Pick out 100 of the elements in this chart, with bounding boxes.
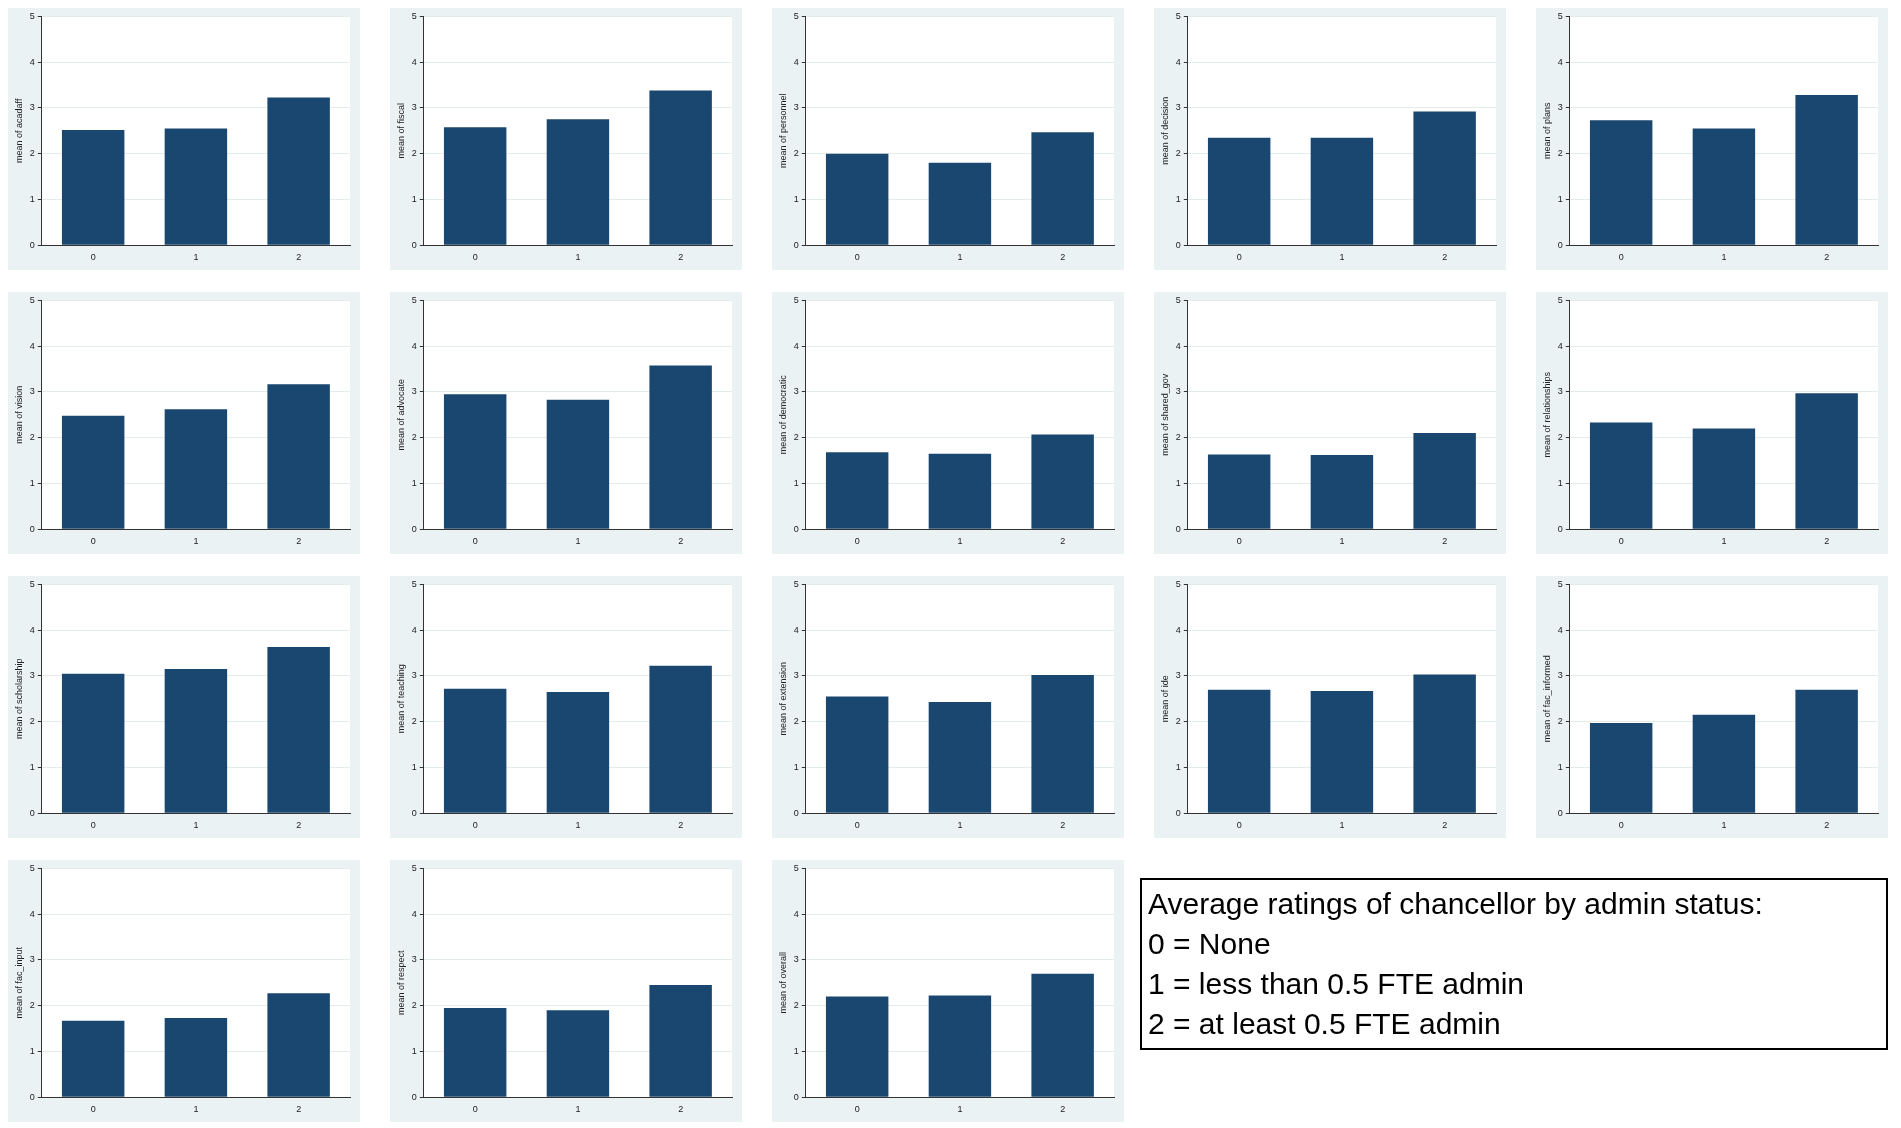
text: 2 = at least 0.5 FTE admin — [1148, 1006, 1502, 1042]
y-axis-title: mean of overall — [777, 952, 788, 1014]
y-axis-title: mean of ide — [1159, 675, 1170, 723]
y-tick-label: 0 — [1557, 239, 1563, 250]
y-tick-label: 1 — [411, 193, 417, 204]
x-tick-label: 0 — [90, 1104, 96, 1115]
y-tick-label: 1 — [1175, 193, 1181, 204]
y-tick-label: 1 — [411, 761, 417, 772]
y-tick-label: 4 — [29, 908, 35, 919]
y-tick-label: 4 — [793, 340, 799, 351]
y-tick-label: 4 — [29, 340, 35, 351]
x-tick-label: 0 — [1236, 252, 1242, 263]
x-tick-label: 0 — [854, 1104, 860, 1115]
y-tick-label: 2 — [1175, 432, 1181, 443]
bar — [649, 665, 712, 813]
x-tick-label: 1 — [1339, 820, 1345, 831]
bar — [1207, 454, 1271, 529]
y-tick-label: 3 — [29, 386, 35, 397]
y-tick-label: 4 — [29, 624, 35, 635]
bar — [443, 394, 507, 529]
x-tick-label: 2 — [1442, 536, 1448, 547]
bar — [61, 129, 125, 245]
bar — [1795, 393, 1858, 529]
x-tick-label: 2 — [1060, 1104, 1066, 1115]
y-tick-label: 5 — [29, 10, 35, 21]
x-tick-label: 1 — [1721, 252, 1727, 263]
y-axis-title: mean of scholarship — [13, 658, 24, 740]
y-axis-title: mean of advocate — [395, 379, 406, 451]
x-tick-label: 0 — [90, 820, 96, 831]
bar — [649, 365, 712, 529]
x-tick-label: 1 — [957, 252, 963, 263]
y-tick-label: 4 — [1175, 624, 1181, 635]
bar — [267, 993, 330, 1097]
x-tick-label: 1 — [193, 252, 199, 263]
bar — [267, 647, 330, 813]
y-axis-title: mean of respect — [395, 950, 406, 1016]
bar — [1031, 675, 1094, 813]
x-tick-label: 2 — [1060, 252, 1066, 263]
y-tick-label: 3 — [1175, 102, 1181, 113]
bar — [649, 985, 712, 1097]
y-tick-label: 2 — [1557, 148, 1563, 159]
y-tick-label: 1 — [793, 761, 799, 772]
bar — [546, 119, 610, 245]
y-axis-title: mean of vision — [13, 385, 24, 444]
y-axis-title: mean of shared_gov — [1159, 373, 1170, 456]
y-tick-label: 2 — [411, 148, 417, 159]
bar — [1031, 973, 1094, 1097]
x-tick-label: 0 — [472, 1104, 478, 1115]
y-tick-label: 3 — [1175, 670, 1181, 681]
bar — [164, 409, 228, 529]
x-tick-label: 0 — [854, 536, 860, 547]
y-axis-title: mean of relationships — [1541, 371, 1552, 458]
x-tick-label: 0 — [90, 252, 96, 263]
x-tick-label: 2 — [678, 252, 684, 263]
y-tick-label: 0 — [793, 1091, 799, 1102]
x-tick-label: 1 — [575, 1104, 581, 1115]
y-tick-label: 2 — [29, 716, 35, 727]
y-tick-label: 0 — [411, 239, 417, 250]
y-tick-label: 5 — [411, 862, 417, 873]
x-tick-label: 2 — [678, 1104, 684, 1115]
y-tick-label: 3 — [29, 670, 35, 681]
x-tick-label: 2 — [296, 536, 302, 547]
y-tick-label: 1 — [1175, 761, 1181, 772]
y-tick-label: 4 — [411, 340, 417, 351]
x-tick-label: 1 — [193, 1104, 199, 1115]
y-tick-label: 4 — [29, 56, 35, 67]
y-tick-label: 1 — [411, 1045, 417, 1056]
y-tick-label: 3 — [1557, 102, 1563, 113]
y-tick-label: 4 — [1557, 56, 1563, 67]
y-tick-label: 0 — [1175, 239, 1181, 250]
y-tick-label: 0 — [411, 523, 417, 534]
bar — [1031, 132, 1094, 245]
x-tick-label: 0 — [472, 252, 478, 263]
y-tick-label: 2 — [793, 716, 799, 727]
y-tick-label: 3 — [29, 102, 35, 113]
x-tick-label: 2 — [296, 820, 302, 831]
y-axis-title: mean of democratic — [777, 374, 788, 455]
y-tick-label: 1 — [29, 477, 35, 488]
bar — [1692, 714, 1756, 813]
y-tick-label: 2 — [411, 1000, 417, 1011]
bar — [546, 691, 610, 813]
y-tick-label: 5 — [793, 10, 799, 21]
bar — [443, 688, 507, 813]
y-tick-label: 2 — [1557, 432, 1563, 443]
y-axis-title: mean of fiscal — [395, 103, 406, 159]
y-tick-label: 3 — [793, 102, 799, 113]
y-tick-label: 5 — [1557, 294, 1563, 305]
x-tick-label: 1 — [1339, 536, 1345, 547]
y-tick-label: 0 — [29, 807, 35, 818]
y-tick-label: 1 — [29, 1045, 35, 1056]
y-tick-label: 2 — [1175, 716, 1181, 727]
y-tick-label: 0 — [1175, 807, 1181, 818]
y-tick-label: 5 — [1175, 10, 1181, 21]
bar — [61, 415, 125, 529]
x-tick-label: 2 — [1060, 536, 1066, 547]
y-tick-label: 3 — [793, 670, 799, 681]
y-tick-label: 2 — [1175, 148, 1181, 159]
y-tick-label: 4 — [1557, 340, 1563, 351]
y-tick-label: 4 — [411, 908, 417, 919]
bar — [928, 453, 992, 529]
